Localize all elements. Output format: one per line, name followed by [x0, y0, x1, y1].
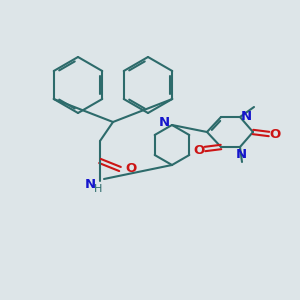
- Text: O: O: [194, 143, 205, 157]
- Text: O: O: [125, 161, 136, 175]
- Text: N: N: [84, 178, 96, 191]
- Text: N: N: [236, 148, 247, 161]
- Text: O: O: [269, 128, 281, 142]
- Text: N: N: [240, 110, 252, 122]
- Text: H: H: [94, 184, 102, 194]
- Text: N: N: [158, 116, 169, 130]
